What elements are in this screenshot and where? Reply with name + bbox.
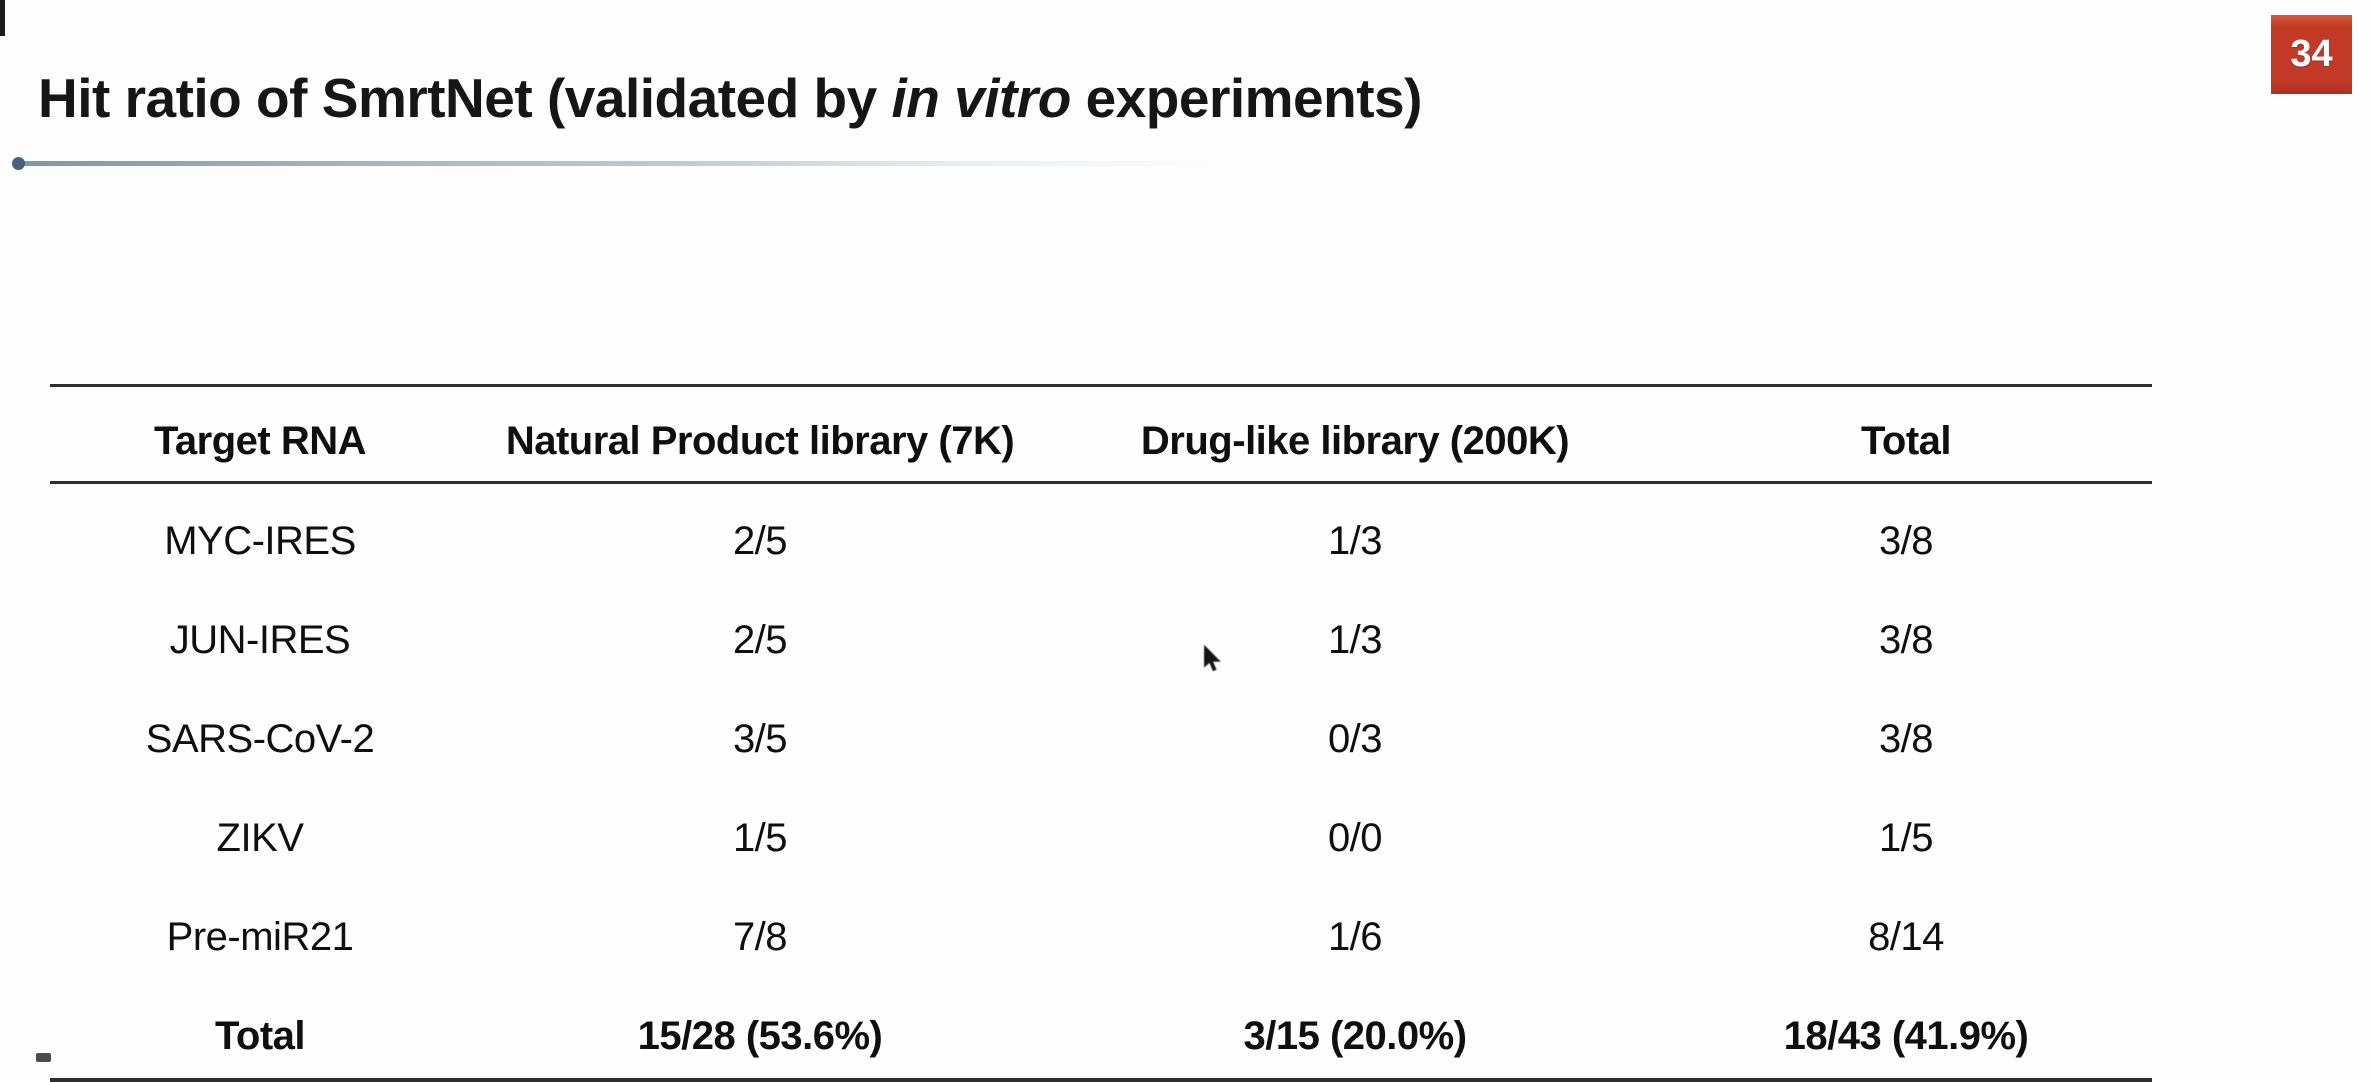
table-cell: 15/28 (53.6%) bbox=[637, 1014, 883, 1058]
table-cell: 2/5 bbox=[732, 618, 788, 662]
row-label: Pre-miR21 bbox=[166, 915, 354, 959]
column-header-drug-like: Drug-like library (200K) bbox=[1050, 385, 1660, 484]
table-cell: 1/6 bbox=[1327, 915, 1383, 959]
screen-edge-artifact bbox=[0, 0, 5, 36]
column-header-target-rna: Target RNA bbox=[50, 385, 470, 484]
row-label: Total bbox=[214, 1014, 306, 1058]
slide-number-badge: 34 bbox=[2271, 15, 2352, 94]
column-header-total: Total bbox=[1660, 385, 2152, 484]
table-cell: 3/8 bbox=[1878, 519, 1934, 563]
table-row-total: Total 15/28 (53.6%) 3/15 (20.0%) 18/43 (… bbox=[50, 979, 2152, 1080]
table-cell: 3/15 (20.0%) bbox=[1243, 1014, 1467, 1058]
title-text-suffix: experiments) bbox=[1070, 67, 1423, 129]
table-cell: 3/8 bbox=[1878, 618, 1934, 662]
table-cell: 7/8 bbox=[732, 915, 788, 959]
row-label: JUN-IRES bbox=[169, 618, 351, 662]
table-row: MYC-IRES 2/5 1/3 3/8 bbox=[50, 483, 2152, 584]
table-cell: 0/0 bbox=[1327, 816, 1383, 860]
arrow-pointer-icon bbox=[1204, 645, 1221, 672]
title-text-italic: in vitro bbox=[891, 67, 1071, 129]
row-label: MYC-IRES bbox=[164, 519, 356, 563]
table-cell: 1/5 bbox=[1878, 816, 1934, 860]
table-cell: 1/5 bbox=[732, 816, 788, 860]
page-title: Hit ratio of SmrtNet (validated by in vi… bbox=[38, 66, 1422, 130]
table-row: ZIKV 1/5 0/0 1/5 bbox=[50, 781, 2152, 880]
table-header-row: Target RNA Natural Product library (7K) … bbox=[50, 385, 2152, 484]
table-cell: 2/5 bbox=[732, 519, 788, 563]
hit-ratio-table: Target RNA Natural Product library (7K) … bbox=[50, 384, 2152, 1082]
screen-edge-artifact bbox=[36, 1053, 51, 1062]
table-cell: 0/3 bbox=[1327, 717, 1383, 761]
table-row: SARS-CoV-2 3/5 0/3 3/8 bbox=[50, 682, 2152, 781]
underline-dot bbox=[12, 157, 25, 170]
table-row: JUN-IRES 2/5 1/3 3/8 bbox=[50, 583, 2152, 682]
table-cell: 8/14 bbox=[1868, 915, 1944, 959]
table-cell: 3/5 bbox=[732, 717, 788, 761]
table-row: Pre-miR21 7/8 1/6 8/14 bbox=[50, 880, 2152, 979]
row-label: ZIKV bbox=[216, 816, 304, 860]
title-underline bbox=[12, 157, 1214, 170]
table-cell: 1/3 bbox=[1327, 618, 1383, 662]
title-text-prefix: Hit ratio of SmrtNet (validated by bbox=[38, 67, 892, 129]
table-cell: 3/8 bbox=[1878, 717, 1934, 761]
row-label: SARS-CoV-2 bbox=[145, 717, 375, 761]
column-header-natural-product: Natural Product library (7K) bbox=[470, 385, 1050, 484]
table-cell: 1/3 bbox=[1327, 519, 1383, 563]
table-cell: 18/43 (41.9%) bbox=[1783, 1014, 2029, 1058]
